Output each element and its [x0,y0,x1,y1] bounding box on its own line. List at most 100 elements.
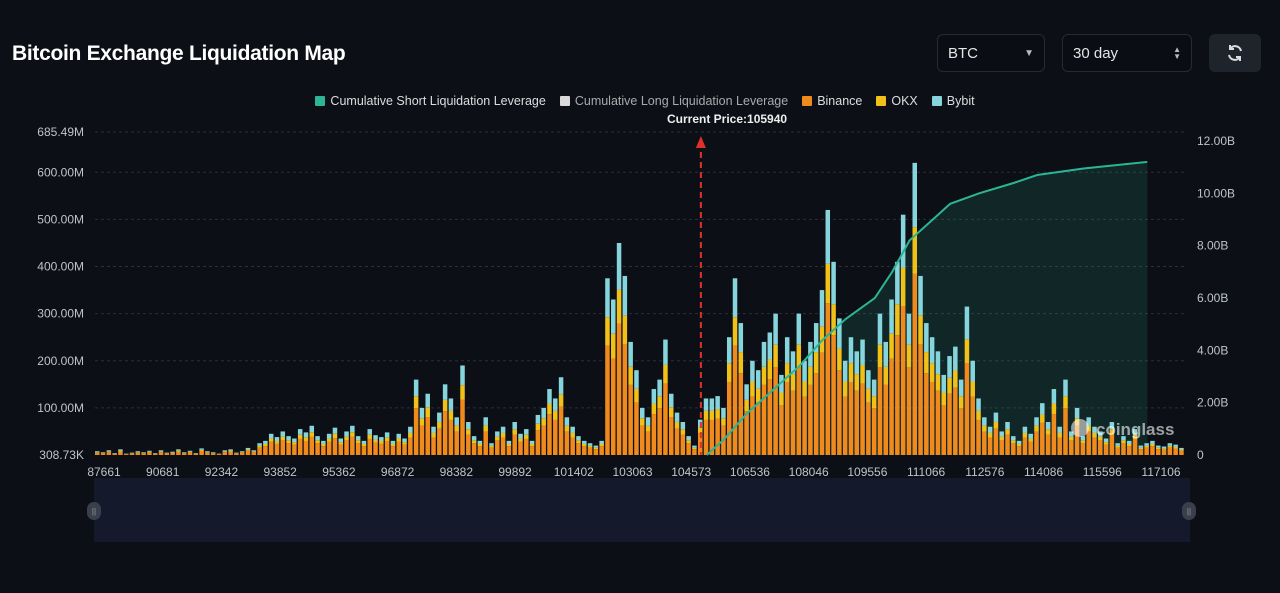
bar-bybit [1138,445,1144,448]
bar-bybit [947,356,952,378]
bar-okx [668,407,674,418]
x-tick-label: 104573 [671,465,711,479]
bar-bybit [292,438,297,443]
bar-okx [802,381,807,397]
coin-select[interactable]: BTC ▼ [937,34,1045,72]
bar-bybit [454,417,459,426]
bar-binance [918,343,923,455]
coinglass-logo-icon [1071,419,1089,437]
bar-okx [779,392,784,406]
bar-binance [640,425,645,455]
bar-okx [471,440,477,444]
bar-okx [692,447,697,450]
bar-bybit [95,451,100,453]
bar-bybit [744,384,749,400]
bar-okx [976,410,981,420]
data-zoom-slider[interactable] [94,478,1190,542]
bar-okx [442,399,448,412]
bar-bybit [726,337,732,364]
bar-binance [987,437,993,455]
bar-okx [767,359,773,380]
bar-binance [239,452,245,455]
x-tick-label: 96872 [381,465,415,479]
bar-okx [744,399,749,412]
bar-binance [900,306,906,455]
bar-bybit [703,398,709,411]
bar-binance [257,447,262,455]
bar-okx [854,374,860,391]
bar-bybit [263,440,268,444]
bar-bybit [477,440,483,444]
bar-binance [512,434,517,455]
bar-bybit [987,426,993,433]
bar-okx [1115,445,1120,448]
bar-bybit [355,436,361,441]
bar-binance [848,381,854,455]
bar-bybit [158,450,164,452]
bar-bybit [408,426,413,433]
bar-okx [703,410,709,420]
bar-bybit [251,450,257,452]
bar-binance [802,396,807,455]
bar-bybit [1080,436,1086,441]
bar-binance [361,446,367,455]
legend-bybit[interactable]: Bybit [931,94,975,108]
bar-okx [1109,429,1115,435]
bar-binance [176,451,181,455]
bar-okx [889,333,894,359]
legend-okx[interactable]: OKX [876,94,918,108]
bar-bybit [686,436,691,441]
bar-bybit [1161,446,1167,449]
bar-bybit [1144,443,1149,446]
bar-bybit [616,242,622,290]
bar-binance [674,428,680,455]
bar-binance [483,431,488,455]
bar-okx [628,366,633,385]
y-left-tick-label: 100.00M [37,401,84,415]
bar-binance [251,452,257,455]
bar-bybit [425,393,430,408]
refresh-button[interactable] [1209,34,1261,72]
bar-bybit [402,438,407,443]
bar-binance [390,446,396,455]
legend-binance[interactable]: Binance [802,94,862,108]
bar-okx [958,396,964,409]
bar-bybit [1074,407,1080,419]
bar-binance [234,453,239,455]
bar-binance [1132,438,1138,455]
bar-okx [303,437,309,441]
slider-handle-left[interactable]: || [87,502,101,520]
bar-bybit [1127,440,1132,444]
bar-binance [1022,437,1028,455]
bar-okx [709,410,715,420]
bar-okx [413,396,419,409]
bar-okx [529,443,535,447]
bar-binance [297,438,303,455]
legend-long[interactable]: Cumulative Long Liquidation Leverage [559,94,788,108]
caret-down-icon: ▼ [1024,47,1034,59]
bar-bybit [622,275,628,316]
bar-binance [437,428,442,455]
bar-binance [1080,443,1086,455]
x-tick-label: 98382 [440,465,474,479]
bar-binance [466,434,471,455]
bar-binance [593,449,599,455]
bar-okx [396,438,401,442]
y-left-tick-label: 300.00M [37,307,84,321]
bar-bybit [941,374,946,393]
legend-short[interactable]: Cumulative Short Liquidation Leverage [315,94,546,108]
bar-binance [686,443,691,455]
bar-bybit [674,412,680,422]
bar-binance [152,453,158,455]
bar-binance [825,303,831,455]
bar-bybit [1121,436,1126,441]
bar-binance [738,373,744,455]
slider-handle-right[interactable]: || [1182,502,1196,520]
bar-bybit [761,341,767,367]
bar-bybit [964,306,970,340]
period-select[interactable]: 30 day ▲ ▼ [1062,34,1192,72]
bar-bybit [715,396,720,410]
bar-bybit [906,313,912,345]
bar-bybit [297,429,303,435]
bar-binance [95,452,100,455]
